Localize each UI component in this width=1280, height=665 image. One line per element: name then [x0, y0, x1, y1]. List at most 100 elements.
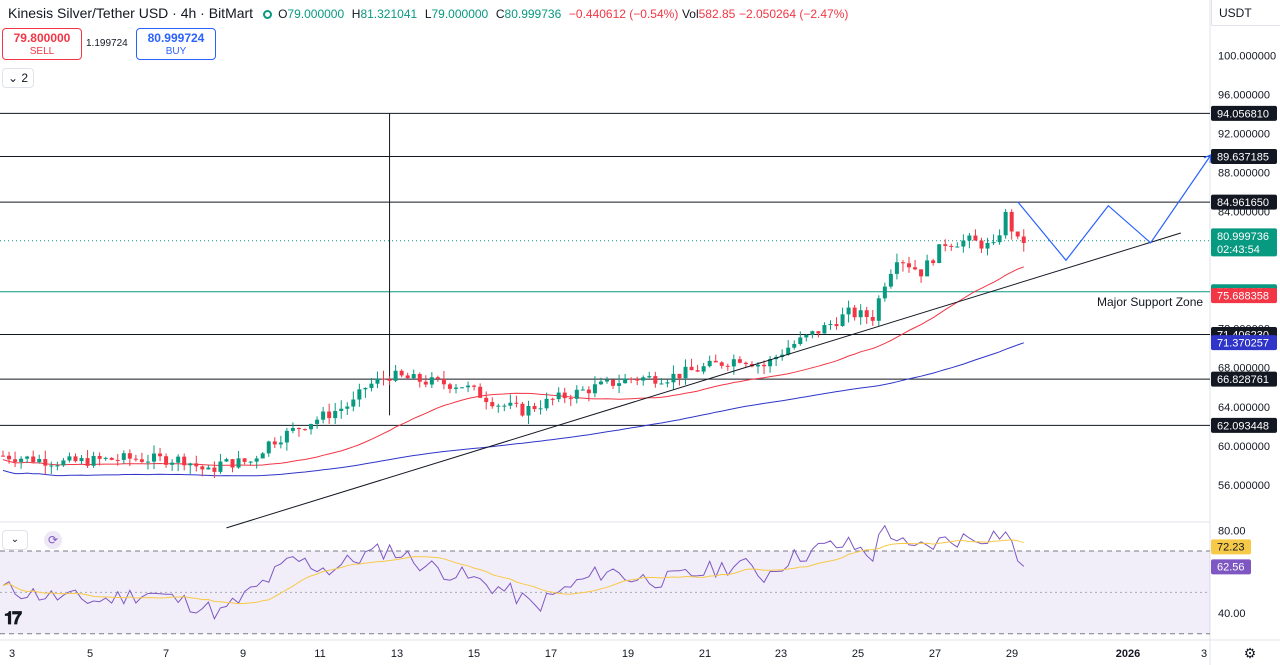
- projection-path: [1017, 154, 1212, 262]
- candle-body: [665, 382, 670, 384]
- candle-body: [973, 235, 978, 241]
- candle-body: [230, 459, 235, 468]
- rsi-tick-label: 40.00: [1218, 608, 1246, 620]
- candle-body: [79, 458, 84, 462]
- candle-body: [514, 402, 519, 404]
- open-value: 79.000000: [287, 7, 345, 21]
- candle-body: [810, 331, 815, 335]
- price-tick-label: 60.000000: [1218, 441, 1270, 453]
- candle-body: [61, 460, 66, 466]
- time-tick-label: 13: [391, 648, 403, 660]
- candle-body: [580, 389, 585, 391]
- high-value: 81.321041: [360, 7, 418, 21]
- change-value: −0.440612 (−0.54%): [568, 7, 679, 21]
- candle-body: [967, 235, 972, 241]
- candle-body: [91, 455, 96, 466]
- candle-body: [568, 398, 573, 400]
- refresh-icon[interactable]: ⟳: [44, 531, 62, 549]
- candle-body: [611, 379, 616, 386]
- buy-price: 80.999724: [147, 31, 205, 45]
- candle-body: [858, 310, 863, 318]
- candle-body: [411, 374, 416, 379]
- candle-body: [737, 359, 742, 363]
- candle-body: [315, 419, 320, 424]
- candle-body: [586, 389, 591, 394]
- candle-body: [659, 383, 664, 385]
- candle-body: [284, 430, 289, 443]
- candle-body: [278, 442, 283, 445]
- support-zone-annotation: Major Support Zone: [1097, 295, 1203, 309]
- candle-body: [526, 405, 531, 416]
- candle-body: [115, 459, 120, 461]
- candle-body: [888, 273, 893, 287]
- candle-body: [635, 378, 640, 381]
- candle-body: [73, 456, 78, 462]
- candle-body: [472, 385, 477, 387]
- candle-body: [333, 410, 338, 419]
- close-label: C: [495, 7, 505, 21]
- rsi-ma-label-bg: [1211, 539, 1251, 555]
- candle-body: [798, 337, 803, 345]
- candle-body: [145, 461, 150, 463]
- candle-body: [683, 366, 688, 379]
- sell-button[interactable]: 79.800000 SELL: [2, 28, 82, 60]
- price-tick-label: 96.000000: [1218, 89, 1270, 101]
- level-price-label: 84.961650: [1217, 197, 1269, 209]
- level-price-label-bg: [1211, 194, 1277, 210]
- symbol-title[interactable]: Kinesis Silver/Tether USD · 4h · BitMart: [8, 5, 254, 21]
- candle-body: [508, 402, 513, 406]
- candle-body: [133, 458, 138, 460]
- candle-body: [907, 263, 911, 268]
- candle-body: [399, 370, 404, 376]
- candle-body: [339, 408, 344, 411]
- candle-body: [864, 310, 869, 317]
- candle-body: [882, 286, 887, 299]
- candle-body: [931, 260, 936, 264]
- indicators-collapse-button[interactable]: ⌄ 2: [2, 68, 34, 88]
- candle-body: [466, 385, 471, 388]
- candle-body: [925, 260, 930, 277]
- candle-body: [327, 411, 332, 419]
- sell-label: SELL: [29, 46, 55, 57]
- candle-body: [786, 347, 791, 355]
- low-label: L: [424, 7, 432, 21]
- candle-body: [182, 456, 187, 466]
- chevron-down-icon: ⌄: [7, 71, 19, 85]
- tradingview-logo[interactable]: 𝟏𝟕: [4, 608, 22, 628]
- level-price-label: 66.828761: [1217, 374, 1269, 386]
- candle-body: [840, 314, 845, 327]
- rsi-collapse-button[interactable]: ⌄: [2, 530, 28, 550]
- candle-body: [357, 389, 362, 400]
- candle-body: [85, 458, 90, 466]
- candle-body: [894, 262, 899, 274]
- candle-body: [441, 378, 446, 385]
- candle-body: [290, 428, 295, 431]
- rsi-label-bg: [1211, 559, 1251, 575]
- candle-body: [423, 381, 428, 385]
- candle-body: [756, 364, 760, 367]
- candle-body: [822, 325, 827, 334]
- candle-body: [550, 398, 555, 400]
- buy-button[interactable]: 80.999724 BUY: [136, 28, 216, 60]
- candle-body: [206, 467, 211, 470]
- candle-body: [961, 240, 966, 247]
- candle-body: [991, 242, 996, 244]
- candle-body: [321, 411, 326, 420]
- candle-body: [67, 456, 72, 461]
- time-tick-label: 21: [699, 648, 711, 660]
- candle-body: [949, 245, 954, 247]
- open-label: O: [278, 7, 288, 21]
- candle-body: [405, 375, 410, 379]
- market-status-icon: [263, 10, 273, 19]
- gear-icon[interactable]: ⚙: [1243, 645, 1257, 661]
- candle-body: [743, 362, 748, 365]
- candle-body: [127, 453, 132, 459]
- candle-body: [248, 461, 253, 463]
- candle-body: [139, 459, 144, 462]
- time-tick-label: 9: [240, 648, 246, 660]
- currency-selector[interactable]: USDT: [1211, 0, 1280, 26]
- time-tick-label: 15: [468, 648, 480, 660]
- volume-change: −2.050264 (−2.47%): [738, 7, 849, 21]
- spread-value: 1.199724: [86, 38, 128, 49]
